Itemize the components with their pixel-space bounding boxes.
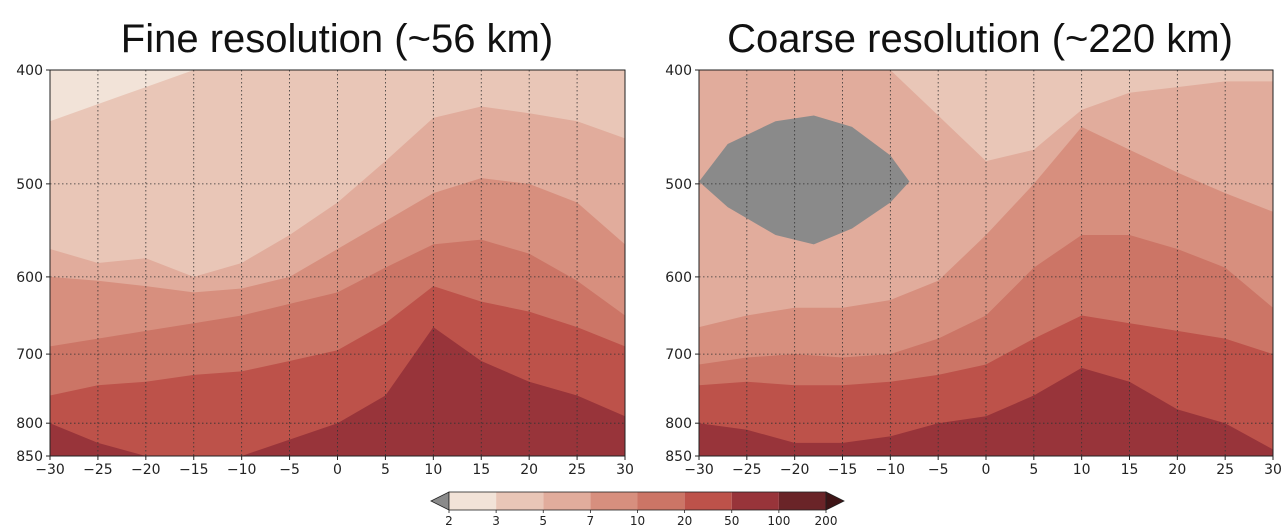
colorbar-tick-label: 2	[445, 514, 453, 528]
right-y-tick-label: 700	[665, 347, 692, 363]
left-x-tick-label: −20	[131, 462, 161, 478]
left-x-tick-label: −5	[279, 462, 300, 478]
right-x-tick-label: 25	[1216, 462, 1234, 478]
left-panel-title: Fine resolution (~56 km)	[121, 17, 553, 61]
right-x-tick-label: −30	[684, 462, 714, 478]
right-below-min-region	[699, 115, 910, 245]
right-x-tick-label: −10	[876, 462, 906, 478]
colorbar-tick-label: 7	[587, 514, 595, 528]
colorbar-swatch	[543, 492, 591, 510]
colorbar-tick-label: 20	[677, 514, 692, 528]
right-x-ticks: −30 −25 −20 −15 −10 −5 0 5 10 15 20 25 30	[684, 456, 1282, 478]
right-x-tick-label: −20	[780, 462, 810, 478]
right-x-tick-label: 5	[1029, 462, 1038, 478]
colorbar-tick-label: 200	[815, 514, 838, 528]
colorbar-swatch	[590, 492, 638, 510]
right-grid	[698, 69, 1274, 457]
right-x-tick-label: −15	[828, 462, 858, 478]
colorbar-swatch	[637, 492, 685, 510]
left-x-tick-label: −25	[83, 462, 113, 478]
right-y-tick-label: 850	[665, 449, 692, 465]
left-y-tick-label: 400	[16, 63, 43, 79]
right-y-tick-label: 500	[665, 177, 692, 193]
right-y-ticks: 400 500 600 700 800 850	[665, 63, 699, 465]
left-x-tick-label: −30	[35, 462, 65, 478]
left-x-tick-label: 20	[520, 462, 538, 478]
right-x-tick-label: −25	[732, 462, 762, 478]
left-plot-area	[50, 70, 625, 456]
right-y-tick-label: 400	[665, 63, 692, 79]
left-x-tick-label: 25	[568, 462, 586, 478]
right-band-6	[699, 367, 1273, 456]
colorbar-over-arrow	[825, 491, 845, 511]
left-y-tick-label: 700	[16, 347, 43, 363]
right-y-tick-label: 800	[665, 416, 692, 432]
right-x-tick-label: 30	[1264, 462, 1282, 478]
right-x-tick-label: 15	[1121, 462, 1139, 478]
colorbar-swatch	[449, 492, 497, 510]
left-x-tick-label: 15	[472, 462, 490, 478]
left-x-tick-label: −10	[227, 462, 257, 478]
colorbar-swatch	[731, 492, 779, 510]
right-panel-title: Coarse resolution (~220 km)	[727, 17, 1233, 61]
right-x-tick-label: −5	[928, 462, 949, 478]
colorbar-tick-label: 10	[630, 514, 645, 528]
colorbar-under-arrow	[430, 491, 450, 511]
left-y-tick-label: 500	[16, 177, 43, 193]
colorbar-tick-label: 50	[724, 514, 739, 528]
left-y-tick-label: 850	[16, 449, 43, 465]
left-band-6	[50, 327, 625, 456]
colorbar-tick-label: 3	[492, 514, 500, 528]
left-x-tick-label: −15	[179, 462, 209, 478]
left-x-tick-label: 30	[616, 462, 634, 478]
left-x-ticks: −30 −25 −20 −15 −10 −5 0 5 10 15 20 25 30	[35, 456, 634, 478]
colorbar-tick-label: 5	[539, 514, 547, 528]
colorbar-swatch	[684, 492, 732, 510]
left-x-tick-label: 5	[381, 462, 390, 478]
right-x-tick-label: 20	[1168, 462, 1186, 478]
left-grid	[49, 69, 626, 457]
colorbar-swatch	[496, 492, 544, 510]
left-x-tick-label: 0	[333, 462, 342, 478]
left-x-tick-label: 10	[424, 462, 442, 478]
left-y-tick-label: 800	[16, 416, 43, 432]
left-y-ticks: 400 500 600 700 800 850	[16, 63, 50, 465]
colorbar: 2 3 5 7 10 20 50 100 200	[430, 491, 845, 528]
right-x-tick-label: 10	[1073, 462, 1091, 478]
colorbar-swatch	[778, 492, 826, 510]
right-x-tick-label: 0	[982, 462, 991, 478]
colorbar-tick-label: 100	[767, 514, 790, 528]
right-plot-area	[699, 70, 1273, 456]
right-y-tick-label: 600	[665, 270, 692, 286]
left-y-tick-label: 600	[16, 270, 43, 286]
